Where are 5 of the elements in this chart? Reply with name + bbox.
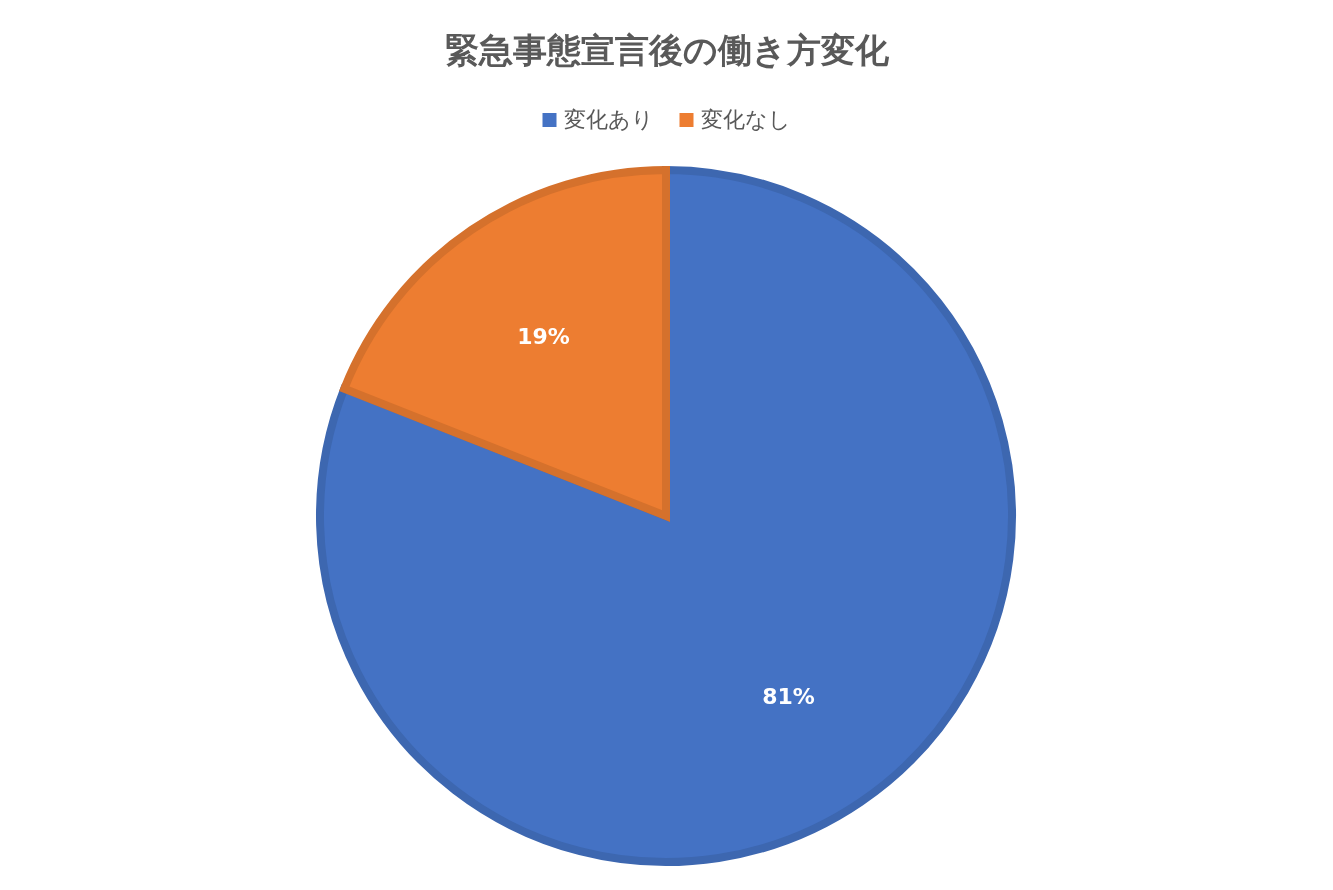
legend-label: 変化あり xyxy=(563,107,654,132)
data-label: 81% xyxy=(762,684,815,710)
data-label: 19% xyxy=(517,323,570,349)
legend-label: 変化なし xyxy=(700,107,791,132)
chart-title: 緊急事態宣言後の働き方変化 xyxy=(444,30,890,70)
